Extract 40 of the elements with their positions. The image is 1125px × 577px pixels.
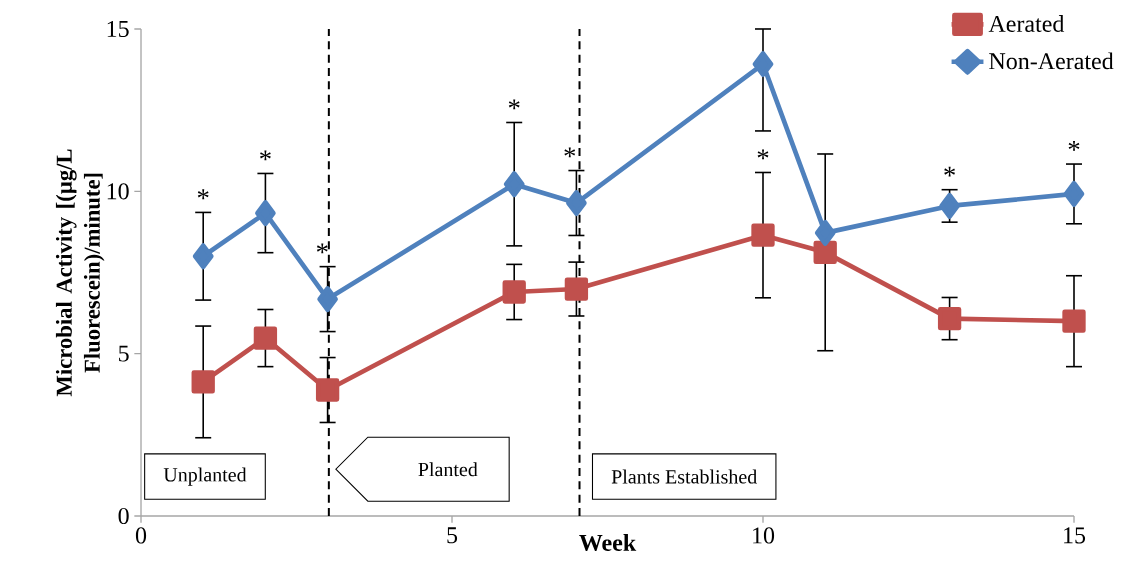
point	[752, 51, 774, 78]
x-tick-label: 0	[135, 527, 147, 544]
point	[814, 219, 836, 246]
point	[1063, 180, 1085, 207]
point	[566, 190, 587, 217]
y-tick-label: 5	[119, 345, 129, 362]
annotation: *	[944, 166, 955, 177]
point	[751, 223, 775, 247]
annotation: Planted	[418, 462, 478, 477]
y-axis-title: Microbial Activity [(µg/L Fluorescein)/minute]	[55, 149, 105, 397]
legend-label: Non-Aerated	[989, 52, 1114, 70]
annotation: *	[508, 99, 520, 110]
annotation: *	[260, 150, 271, 161]
legend-label: Aerated	[988, 15, 1065, 32]
y-tick-label: 10	[107, 183, 129, 200]
x-tick-label: 15	[1064, 527, 1086, 544]
point	[503, 171, 525, 198]
y-tick-label: 0	[118, 507, 129, 525]
y-tick-label: 15	[107, 20, 129, 38]
point	[813, 240, 837, 265]
point	[502, 280, 526, 304]
annotation: *	[757, 149, 769, 160]
point	[191, 370, 215, 394]
point	[564, 277, 589, 301]
annotation: *	[564, 147, 576, 158]
annotation: *	[1068, 140, 1080, 151]
point	[937, 306, 962, 331]
x-tick-label: 5	[447, 527, 458, 544]
point	[253, 326, 278, 350]
point	[317, 286, 338, 313]
annotation: Plants Established	[611, 469, 757, 484]
point	[255, 200, 276, 227]
annotation: Unplanted	[163, 467, 247, 486]
annotation: *	[316, 243, 328, 254]
point	[192, 243, 214, 270]
point	[1062, 309, 1086, 333]
x-axis-title: Week	[579, 534, 637, 552]
x-tick-label: 10	[753, 527, 775, 544]
annotation: *	[197, 189, 209, 200]
point	[315, 378, 340, 402]
